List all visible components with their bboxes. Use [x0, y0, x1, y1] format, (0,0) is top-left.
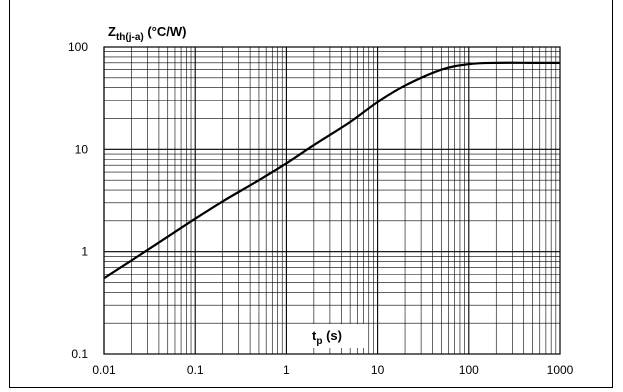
plot-border	[103, 46, 561, 355]
x-tick-label: 0.1	[187, 363, 204, 377]
x-axis-label-background	[303, 324, 367, 348]
x-tick-labels: 0.01 0.1 1 10 100 1000	[92, 363, 573, 377]
y-tick-labels: 0.1 1 10 100	[68, 40, 88, 361]
x-tick-label: 100	[459, 363, 479, 377]
y-tick-label: 0.1	[71, 347, 88, 361]
x-axis-label-unit: (s)	[322, 328, 342, 343]
series-line-0	[103, 61, 560, 280]
x-axis-label-sub: p	[316, 336, 322, 347]
y-axis-label-sub: th(j-a)	[116, 32, 144, 43]
y-tick-label: 1	[81, 245, 88, 259]
y-tick-label: 10	[75, 142, 89, 156]
series-group	[103, 61, 560, 280]
x-tick-label: 0.01	[92, 363, 116, 377]
grid-minor	[104, 47, 560, 354]
x-tick-label: 1	[283, 363, 290, 377]
x-tick-label: 1000	[547, 363, 574, 377]
x-tick-label: 10	[371, 363, 385, 377]
grid-major	[103, 47, 560, 355]
y-axis-label: Zth(j-a) (°C/W)	[108, 24, 186, 43]
y-axis-label-unit: (°C/W)	[144, 24, 187, 39]
y-tick-label: 100	[68, 40, 88, 54]
y-axis-label-main: Z	[108, 24, 116, 39]
x-axis-label: tp (s)	[312, 328, 342, 347]
x-axis-label-main: t	[312, 328, 317, 343]
